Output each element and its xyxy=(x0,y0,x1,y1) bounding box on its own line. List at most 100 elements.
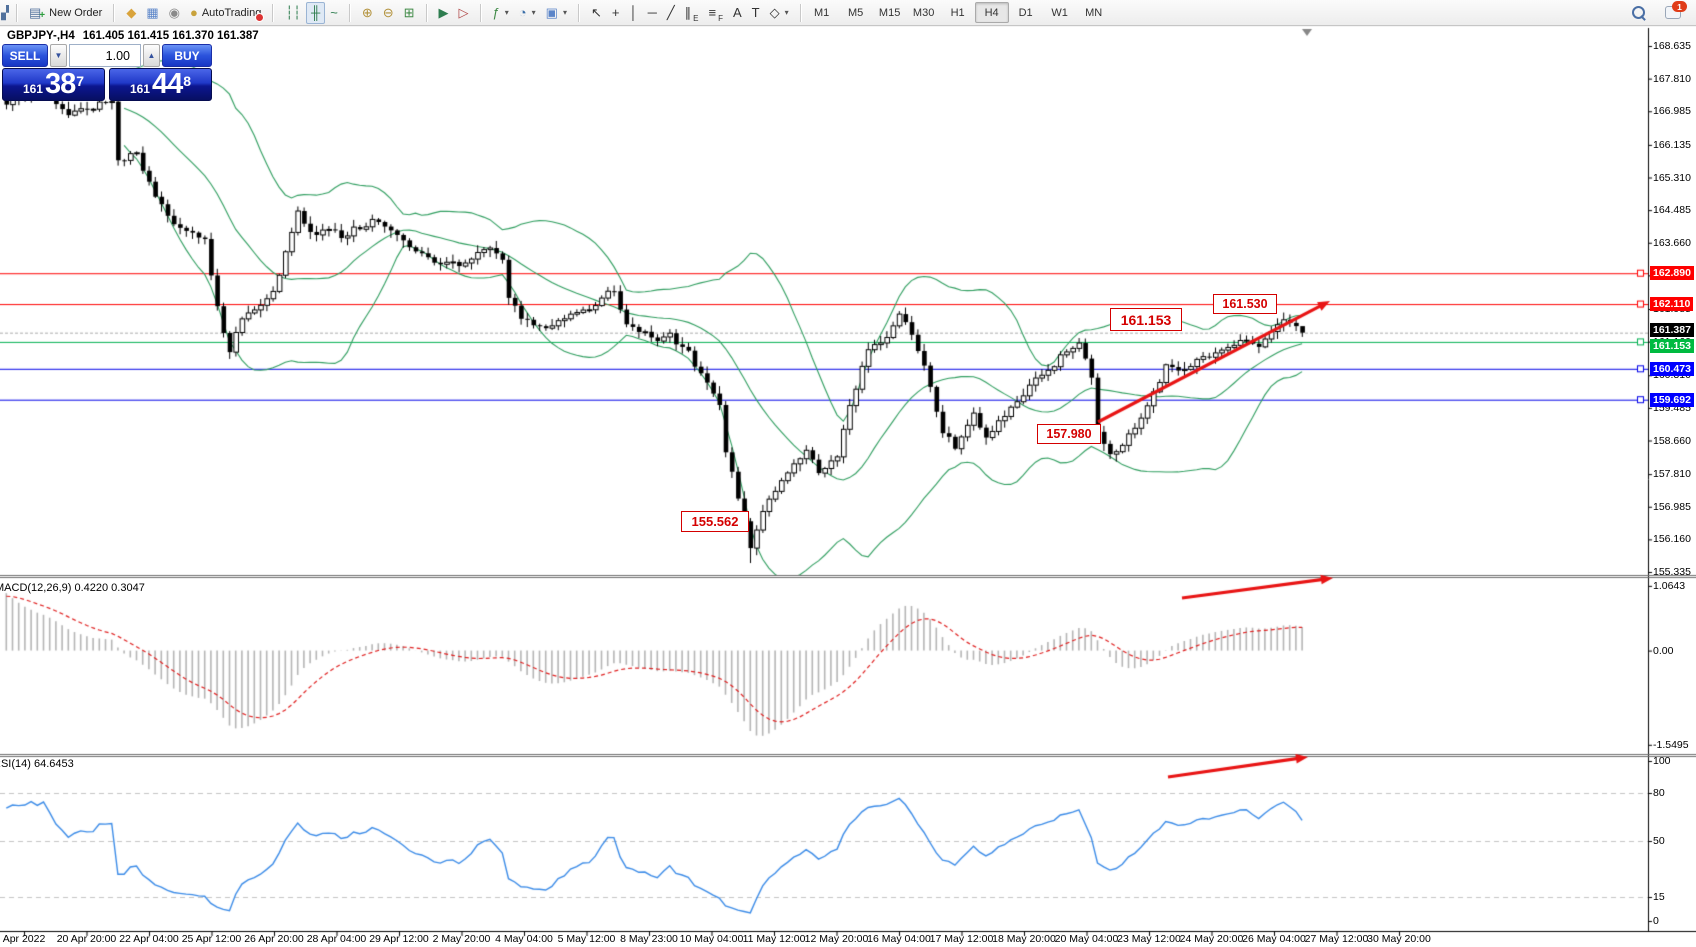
chevron-down-icon: ▾ xyxy=(784,8,789,17)
new-order-button-label: New Order xyxy=(49,6,103,19)
zoom-out-icon: ⊖ xyxy=(382,5,394,20)
toolbar-group-5: ƒ ▾ ◔ ▾ ▣ ▾ xyxy=(485,0,575,25)
price-line-label: 162.110 xyxy=(1650,297,1694,312)
notifications-button[interactable]: 1 xyxy=(1660,1,1687,24)
zoom-out-icon[interactable]: ⊖ xyxy=(378,2,399,24)
price-axis-tick: 165.310 xyxy=(1653,171,1691,184)
sell-button[interactable]: SELL xyxy=(2,44,48,67)
tile-windows-icon[interactable]: ⊞ xyxy=(399,2,420,24)
text-icon: A xyxy=(732,5,742,20)
volume-input[interactable] xyxy=(69,44,141,67)
buy-price-sup: 8 xyxy=(183,73,192,89)
candlestick-chart-icon[interactable]: ╫ xyxy=(306,1,326,24)
time-axis-label: 29 Apr 12:00 xyxy=(369,933,429,945)
clipped-toolbar-icon[interactable]: ▞ xyxy=(0,2,10,24)
buy-button[interactable]: BUY xyxy=(162,44,212,67)
time-axis-label: 5 May 12:00 xyxy=(557,933,616,945)
crosshair-icon: + xyxy=(611,5,620,20)
macd-axis-tick: 1.0643 xyxy=(1653,579,1686,592)
chart-window-icon[interactable]: ▦ xyxy=(141,2,163,24)
cursor-icon[interactable]: ↖ xyxy=(586,2,607,24)
fibonacci-icon[interactable]: ≡ F xyxy=(704,2,728,24)
new-order-button[interactable]: ▤ + New Order xyxy=(24,2,107,24)
timeframe-m5[interactable]: M5 xyxy=(847,6,864,19)
time-axis-label: 17 May 12:00 xyxy=(929,933,994,945)
periods-icon[interactable]: ◔ ▾ xyxy=(514,2,541,24)
macd-axis-tick: 0.00 xyxy=(1653,644,1674,657)
timeframe-m30[interactable]: M30 xyxy=(912,6,935,19)
line-chart-icon[interactable]: ~ xyxy=(325,2,343,24)
timeframe-m15[interactable]: M15 xyxy=(878,6,901,19)
price-annotation[interactable]: 155.562 xyxy=(681,511,749,532)
trendline-icon: ╱ xyxy=(666,5,675,20)
auto-scroll-icon[interactable]: ▶ xyxy=(434,2,454,24)
trade-ticket-icon[interactable]: ◆ xyxy=(121,2,141,24)
signals-icon[interactable]: ◉ xyxy=(164,2,185,24)
bar-chart-icon[interactable]: ┆┆ xyxy=(280,2,306,24)
toolbar-separator xyxy=(577,3,580,22)
time-axis-label: 26 May 04:00 xyxy=(1242,933,1306,945)
crosshair-icon[interactable]: + xyxy=(607,2,625,24)
time-axis-label: 12 May 20:00 xyxy=(804,933,869,945)
vertical-line-icon[interactable]: │ xyxy=(624,2,642,24)
buy-price-big: 44 xyxy=(151,68,183,100)
search-button[interactable] xyxy=(1627,2,1650,24)
timeframe-h1[interactable]: H1 xyxy=(950,6,965,19)
buy-price-prefix: 161 xyxy=(129,82,150,96)
sell-price-sup: 7 xyxy=(76,73,85,89)
clipped-icon: ▞ xyxy=(1,5,10,20)
price-axis-tick: 166.135 xyxy=(1653,138,1691,151)
timeframe-d1[interactable]: D1 xyxy=(1018,6,1033,19)
buy-quote[interactable]: 161 44 8 xyxy=(109,68,212,101)
auto-scroll-icon: ▶ xyxy=(438,5,449,20)
toolbar-group-3: ⊕ ⊖ ⊞ xyxy=(354,0,423,25)
text-icon[interactable]: A xyxy=(728,2,747,24)
zoom-in-icon[interactable]: ⊕ xyxy=(357,2,378,24)
horizontal-line-icon[interactable]: ─ xyxy=(643,2,662,24)
chat-bubble-icon: 1 xyxy=(1665,1,1687,19)
price-annotation[interactable]: 161.530 xyxy=(1213,294,1277,314)
toolbar-separator xyxy=(16,3,18,22)
macd-label: MACD(12,26,9) 0.4220 0.3047 xyxy=(0,582,145,594)
chevron-down-icon: ▾ xyxy=(531,8,536,17)
time-axis-label: 10 May 04:00 xyxy=(679,933,744,945)
price-annotation[interactable]: 161.153 xyxy=(1110,308,1182,331)
ohlc-values: 161.405 161.415 161.370 161.387 xyxy=(82,30,259,42)
autotrading-button[interactable]: ● AutoTrading xyxy=(185,2,266,24)
timeframe-h4[interactable]: H4 xyxy=(974,2,1009,23)
chart-window-icon: ▦ xyxy=(146,5,159,20)
rsi-axis-tick: 0 xyxy=(1653,915,1659,927)
templates-icon[interactable]: ▣ ▾ xyxy=(541,2,572,24)
indicators-icon[interactable]: ƒ ▾ xyxy=(488,2,514,24)
timeframe-w1[interactable]: W1 xyxy=(1051,6,1068,19)
toolbar-separator xyxy=(113,3,116,22)
line-chart-icon: ~ xyxy=(330,5,338,20)
timeframe-mn[interactable]: MN xyxy=(1085,6,1103,19)
trade-ticket-icon: ◆ xyxy=(126,5,137,20)
price-annotation[interactable]: 157.980 xyxy=(1037,424,1101,444)
bar-chart-icon: ┆┆ xyxy=(285,5,302,20)
sell-price-big: 38 xyxy=(44,68,76,100)
indicators-icon: ƒ xyxy=(492,5,500,20)
chart-shift-icon[interactable]: ▷ xyxy=(454,2,474,24)
price-axis-tick: 168.635 xyxy=(1653,40,1691,52)
volume-increase-button[interactable]: ▲ xyxy=(143,44,160,67)
label-icon[interactable]: T xyxy=(747,2,765,24)
timeframe-m1[interactable]: M1 xyxy=(813,6,830,19)
toolbar-separator xyxy=(272,3,275,22)
sell-quote[interactable]: 161 38 7 xyxy=(2,68,105,101)
periods-icon: ◔ xyxy=(518,5,527,20)
candlestick-chart-icon: ╫ xyxy=(311,5,321,20)
new-order-icon: ▤ xyxy=(29,5,42,20)
symbol-info: GBPJPY-,H4 161.405 161.415 161.370 161.38… xyxy=(7,30,259,42)
channel-icon[interactable]: ∥ E xyxy=(680,2,704,24)
shapes-icon[interactable]: ◇ ▾ xyxy=(765,2,794,24)
zoom-in-icon: ⊕ xyxy=(361,5,373,20)
trendline-icon[interactable]: ╱ xyxy=(662,2,680,24)
time-axis-label: 20 Apr 20:00 xyxy=(56,933,117,945)
volume-decrease-button[interactable]: ▼ xyxy=(50,44,67,67)
chart-shift-icon: ▷ xyxy=(458,5,469,20)
tile-windows-icon: ⊞ xyxy=(403,5,415,20)
toolbar-group-0: ▤ + New Order xyxy=(21,0,110,25)
